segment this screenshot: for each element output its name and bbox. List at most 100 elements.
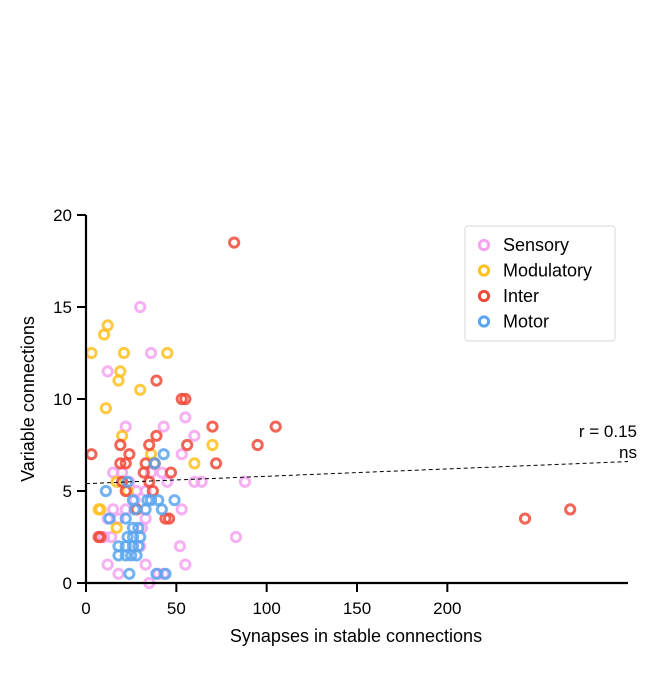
motor-point [103,512,116,525]
x-tick-label: 150 [343,599,371,618]
sensory-point [101,365,114,378]
inter-point [251,438,264,452]
inter-point [150,429,163,442]
inter-point [206,420,219,433]
sensory-point [175,448,188,461]
modulatory-point [110,521,123,534]
points-layer [85,236,577,590]
legend-marker-sensory [477,238,491,252]
sensory-point [101,558,114,571]
motor-point [148,457,161,470]
inter-point [209,457,223,470]
sensory-point [195,475,208,488]
motor-point [155,503,168,516]
motor-point [134,530,147,544]
sensory-point [179,411,192,424]
motor-point [125,549,138,562]
legend-label-motor: Motor [503,312,549,332]
motor-point [144,494,158,507]
modulatory-point [101,319,114,332]
axes: 0 5 10 15 20 0 50 100 150 200 [53,206,628,618]
x-tick-label: 50 [167,599,186,618]
motor-point [157,448,170,461]
modulatory-point [188,457,201,470]
sensory-point [112,567,125,580]
modulatory-point [85,346,98,360]
motor-point [112,549,125,562]
sensory-point [229,530,243,544]
legend-label-inter: Inter [503,286,539,306]
motor-point [139,503,152,516]
sensory-point [238,475,252,488]
inter-point [85,448,98,461]
y-tick-label: 10 [53,390,72,409]
x-tick-label: 200 [433,599,461,618]
inter-point [179,392,192,406]
modulatory-point [116,429,129,442]
inter-point [518,512,532,525]
significance-annotation: ns [619,443,637,462]
motor-point [99,484,112,498]
motor-point [168,494,181,507]
inter-point [164,466,178,479]
legend-marker-motor [477,315,491,328]
legend-label-modulatory: Modulatory [503,261,592,281]
inter-point [146,484,159,498]
legend-box [464,225,616,342]
legend-marker-modulatory [477,264,491,277]
motor-point [159,567,172,580]
motor-point [126,494,140,507]
motor-point [119,512,132,525]
inter-point [163,512,176,525]
sensory-point [188,475,201,488]
inter-point [269,420,282,433]
y-tick-label: 5 [63,482,72,501]
y-ticks: 0 5 10 15 20 [53,206,86,593]
modulatory-point [117,346,131,360]
inter-point [119,457,132,470]
modulatory-point [99,402,112,415]
sensory-point [173,540,187,553]
y-tick-label: 15 [53,298,72,317]
modulatory-point [206,438,219,452]
sensory-point [179,558,192,571]
sensory-point [157,420,170,433]
x-ticks: 0 50 100 150 200 [81,583,462,618]
x-axis-title: Synapses in stable connections [230,626,482,646]
x-tick-label: 100 [252,599,280,618]
motor-point [119,549,132,562]
legend-marker-inter [477,289,491,303]
motor-point [123,567,136,580]
inter-point [150,374,163,387]
modulatory-point [134,383,147,396]
sensory-point [144,346,158,360]
sensory-point [134,300,147,314]
modulatory-point [161,346,174,360]
inter-point [114,457,127,470]
correlation-annotation: r = 0.15 [579,422,637,441]
modulatory-point [112,374,125,387]
sensory-point [188,429,201,442]
legend: Sensory Modulatory Inter Motor [464,225,616,342]
modulatory-point [114,365,127,378]
inter-point [119,484,132,498]
sensory-point [105,530,118,544]
inter-point [228,236,241,249]
modulatory-point [94,503,107,516]
legend-label-sensory: Sensory [503,235,569,255]
y-tick-label: 0 [63,574,72,593]
inter-point [564,503,577,516]
motor-point [130,549,143,562]
y-tick-label: 20 [53,206,72,225]
x-tick-label: 0 [81,599,90,618]
sensory-point [139,558,152,571]
sensory-point [175,503,188,516]
inter-point [137,466,150,479]
inter-point [94,530,107,544]
inter-point [143,438,156,452]
motor-point [128,503,141,516]
inter-point [114,438,127,452]
y-axis-title: Variable connections [18,316,38,482]
inter-point [181,438,194,452]
